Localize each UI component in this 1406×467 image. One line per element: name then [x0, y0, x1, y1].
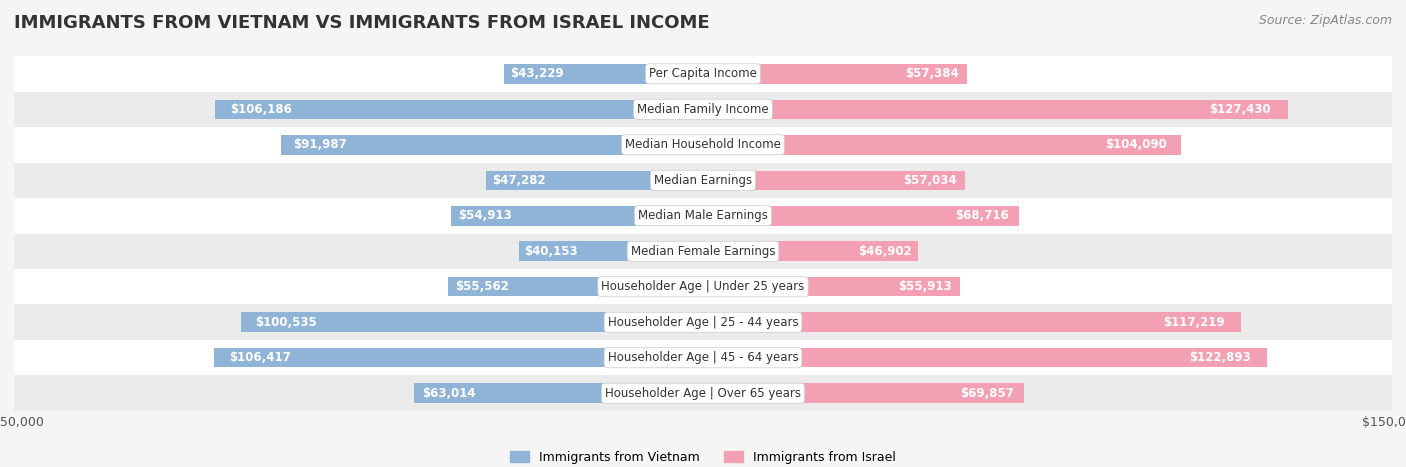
- Text: $104,090: $104,090: [1105, 138, 1167, 151]
- Text: $55,913: $55,913: [898, 280, 952, 293]
- Text: $57,384: $57,384: [905, 67, 959, 80]
- Bar: [14, 163, 1392, 198]
- Text: $127,430: $127,430: [1209, 103, 1271, 116]
- Bar: [14, 92, 1392, 127]
- Bar: [703, 383, 1024, 403]
- Text: $106,186: $106,186: [231, 103, 292, 116]
- Text: $69,857: $69,857: [960, 387, 1014, 400]
- Bar: [242, 312, 703, 332]
- Bar: [14, 127, 1392, 163]
- Text: Median Earnings: Median Earnings: [654, 174, 752, 187]
- Text: $68,716: $68,716: [956, 209, 1010, 222]
- Bar: [14, 269, 1392, 304]
- Text: Median Male Earnings: Median Male Earnings: [638, 209, 768, 222]
- Text: Median Household Income: Median Household Income: [626, 138, 780, 151]
- Text: $91,987: $91,987: [294, 138, 347, 151]
- Text: $117,219: $117,219: [1164, 316, 1225, 329]
- Bar: [14, 56, 1392, 92]
- Text: Householder Age | Under 25 years: Householder Age | Under 25 years: [602, 280, 804, 293]
- Text: Householder Age | 45 - 64 years: Householder Age | 45 - 64 years: [607, 351, 799, 364]
- Text: IMMIGRANTS FROM VIETNAM VS IMMIGRANTS FROM ISRAEL INCOME: IMMIGRANTS FROM VIETNAM VS IMMIGRANTS FR…: [14, 14, 710, 32]
- Text: $106,417: $106,417: [229, 351, 291, 364]
- Bar: [703, 170, 965, 190]
- Bar: [14, 304, 1392, 340]
- Bar: [214, 348, 703, 368]
- Bar: [281, 135, 703, 155]
- Bar: [447, 277, 703, 297]
- Bar: [486, 170, 703, 190]
- Bar: [14, 198, 1392, 234]
- Bar: [505, 64, 703, 84]
- Text: Householder Age | 25 - 44 years: Householder Age | 25 - 44 years: [607, 316, 799, 329]
- Text: Median Female Earnings: Median Female Earnings: [631, 245, 775, 258]
- Text: $40,153: $40,153: [524, 245, 578, 258]
- Text: $122,893: $122,893: [1188, 351, 1250, 364]
- Text: Median Family Income: Median Family Income: [637, 103, 769, 116]
- Bar: [519, 241, 703, 261]
- Bar: [703, 241, 918, 261]
- Text: $47,282: $47,282: [492, 174, 546, 187]
- Bar: [703, 206, 1018, 226]
- Bar: [703, 64, 966, 84]
- Text: Per Capita Income: Per Capita Income: [650, 67, 756, 80]
- Bar: [215, 99, 703, 119]
- Text: $43,229: $43,229: [510, 67, 564, 80]
- Bar: [703, 135, 1181, 155]
- Bar: [703, 312, 1241, 332]
- Text: Householder Age | Over 65 years: Householder Age | Over 65 years: [605, 387, 801, 400]
- Bar: [451, 206, 703, 226]
- Legend: Immigrants from Vietnam, Immigrants from Israel: Immigrants from Vietnam, Immigrants from…: [505, 446, 901, 467]
- Bar: [14, 375, 1392, 411]
- Text: $54,913: $54,913: [458, 209, 512, 222]
- Bar: [413, 383, 703, 403]
- Text: Source: ZipAtlas.com: Source: ZipAtlas.com: [1258, 14, 1392, 27]
- Bar: [703, 99, 1288, 119]
- Text: $100,535: $100,535: [254, 316, 316, 329]
- Text: $46,902: $46,902: [858, 245, 912, 258]
- Text: $63,014: $63,014: [422, 387, 475, 400]
- Bar: [703, 277, 960, 297]
- Bar: [703, 348, 1267, 368]
- Bar: [14, 340, 1392, 375]
- Text: $57,034: $57,034: [904, 174, 957, 187]
- Text: $55,562: $55,562: [456, 280, 509, 293]
- Bar: [14, 234, 1392, 269]
